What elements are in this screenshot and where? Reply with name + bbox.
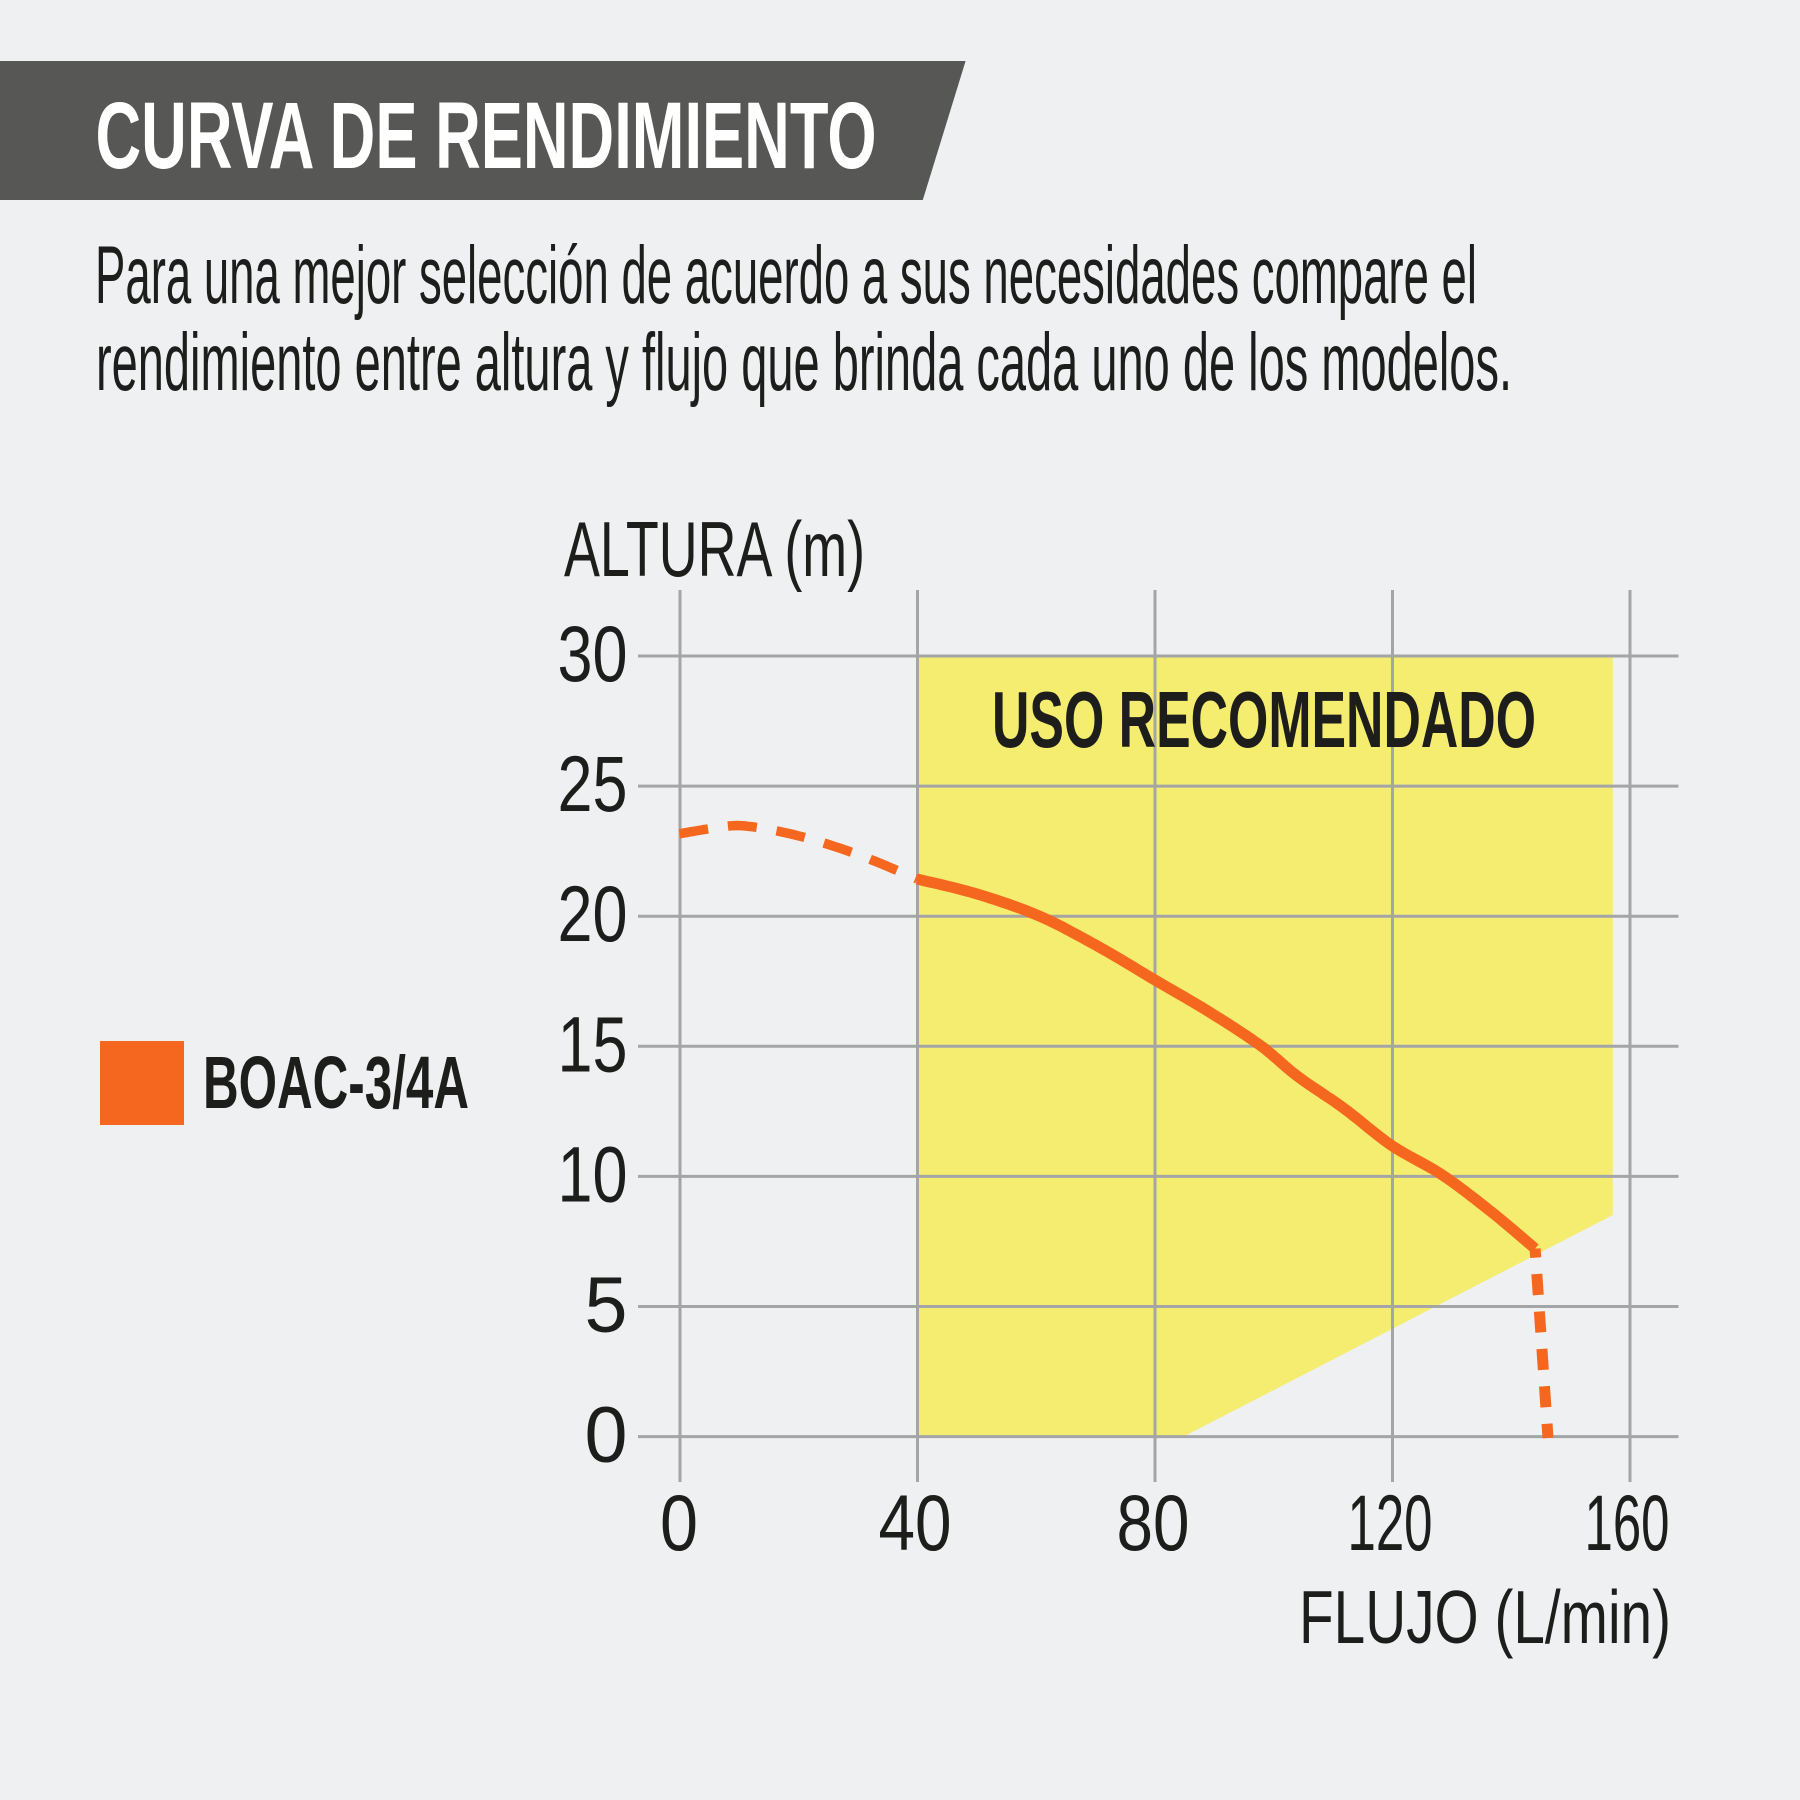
svg-text:40: 40 xyxy=(879,1478,952,1567)
svg-text:160: 160 xyxy=(1585,1478,1670,1567)
svg-text:rendimiento entre altura y flu: rendimiento entre altura y flujo que bri… xyxy=(96,317,1512,408)
svg-text:120: 120 xyxy=(1348,1478,1433,1567)
svg-text:10: 10 xyxy=(558,1129,628,1218)
svg-text:80: 80 xyxy=(1117,1478,1190,1567)
svg-text:0: 0 xyxy=(585,1390,628,1479)
svg-text:25: 25 xyxy=(558,739,628,828)
svg-text:USO RECOMENDADO: USO RECOMENDADO xyxy=(992,675,1536,764)
svg-text:5: 5 xyxy=(585,1260,628,1349)
svg-text:FLUJO (L/min): FLUJO (L/min) xyxy=(1299,1575,1671,1659)
svg-text:Para una mejor selección de ac: Para una mejor selección de acuerdo a su… xyxy=(95,230,1477,321)
svg-text:30: 30 xyxy=(558,609,628,698)
svg-text:BOAC-3/4A: BOAC-3/4A xyxy=(203,1041,469,1124)
svg-text:0: 0 xyxy=(660,1478,698,1567)
svg-text:15: 15 xyxy=(558,999,628,1088)
svg-text:CURVA DE RENDIMIENTO: CURVA DE RENDIMIENTO xyxy=(96,83,877,189)
svg-text:ALTURA (m): ALTURA (m) xyxy=(564,505,865,593)
svg-text:20: 20 xyxy=(558,869,628,958)
